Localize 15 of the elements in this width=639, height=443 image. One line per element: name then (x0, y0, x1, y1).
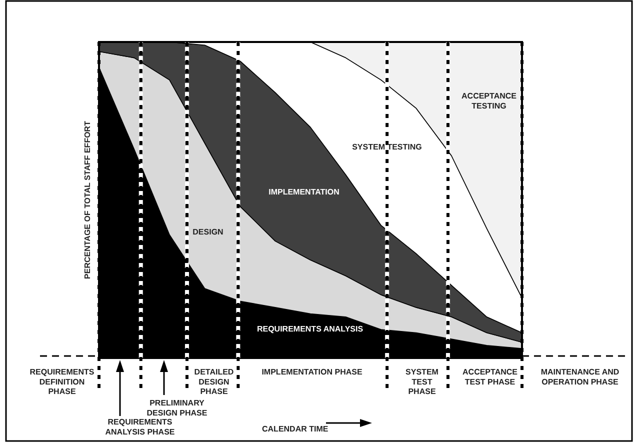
text: REQUIREMENTS DEFINITION PHASE (30, 368, 95, 396)
text: CALENDAR TIME (262, 424, 329, 434)
text: REQUIREMENTS ANALYSIS PHASE (105, 418, 176, 436)
text: ACCEPTANCE TEST PHASE (462, 368, 518, 386)
text: PRELIMINARY DESIGN PHASE (146, 398, 208, 418)
text: IMPLEMENTATION PHASE (262, 368, 363, 377)
text: SYSTEM TEST PHASE (406, 368, 439, 396)
series-label: ACCEPTANCE TESTING (462, 92, 518, 110)
series-label: REQUIREMENTS ANALYSIS (256, 324, 364, 334)
series-label: DESIGN (192, 228, 224, 237)
text: MAINTENANCE AND OPERATION PHASE (540, 368, 620, 386)
text: DETAILED DESIGN PHASE (194, 368, 234, 396)
series-label: SYSTEM TESTING (352, 142, 422, 152)
series-label: IMPLEMENTATION (268, 188, 340, 197)
y-axis-title: PERCENTAGE OF TOTAL STAFF EFFORT (83, 120, 92, 279)
